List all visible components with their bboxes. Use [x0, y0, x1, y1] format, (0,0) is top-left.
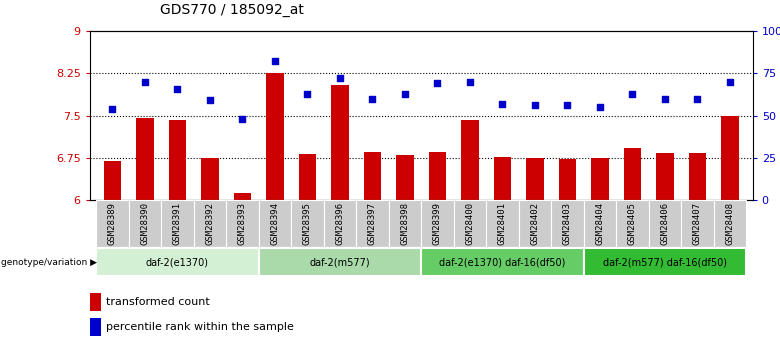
Bar	[583, 248, 746, 276]
Bar	[558, 159, 576, 200]
Point	[496, 101, 509, 107]
Text: GSM28390: GSM28390	[140, 203, 150, 245]
Bar	[331, 85, 349, 200]
Point	[431, 81, 444, 86]
Point	[334, 76, 346, 81]
Text: GDS770 / 185092_at: GDS770 / 185092_at	[160, 3, 303, 17]
Bar	[104, 161, 122, 200]
Point	[171, 86, 184, 91]
Bar	[428, 152, 446, 200]
Point	[301, 91, 314, 96]
Point	[529, 103, 541, 108]
Bar	[421, 248, 583, 276]
Text: GSM28404: GSM28404	[595, 203, 604, 245]
Text: daf-2(e1370): daf-2(e1370)	[146, 257, 209, 267]
Bar	[96, 200, 129, 247]
Bar	[583, 200, 616, 247]
Point	[106, 106, 119, 111]
Bar	[356, 200, 388, 247]
Bar	[363, 152, 381, 200]
Point	[691, 96, 704, 101]
Text: transformed count: transformed count	[106, 297, 210, 307]
Bar	[714, 200, 746, 247]
Text: GSM28400: GSM28400	[466, 203, 474, 245]
Text: GSM28403: GSM28403	[563, 203, 572, 245]
Bar	[201, 158, 219, 200]
Bar	[161, 200, 193, 247]
Bar	[681, 200, 714, 247]
Text: percentile rank within the sample: percentile rank within the sample	[106, 322, 294, 332]
Bar	[656, 153, 674, 200]
Bar	[168, 120, 186, 200]
Text: GSM28397: GSM28397	[368, 203, 377, 245]
Text: GSM28394: GSM28394	[271, 203, 279, 245]
Bar	[226, 200, 259, 247]
Text: GSM28401: GSM28401	[498, 203, 507, 245]
Bar	[623, 148, 641, 200]
Bar	[291, 200, 324, 247]
Point	[658, 96, 671, 101]
Bar	[494, 157, 512, 200]
Bar	[461, 120, 479, 200]
Point	[268, 59, 281, 64]
Bar	[259, 248, 421, 276]
Bar	[616, 200, 649, 247]
Bar	[454, 200, 486, 247]
Bar	[90, 318, 101, 336]
Text: GSM28402: GSM28402	[530, 203, 540, 245]
Bar	[591, 158, 609, 200]
Text: daf-2(m577) daf-16(df50): daf-2(m577) daf-16(df50)	[603, 257, 727, 267]
Bar	[299, 154, 317, 200]
Text: daf-2(e1370) daf-16(df50): daf-2(e1370) daf-16(df50)	[439, 257, 566, 267]
Bar	[421, 200, 454, 247]
Bar	[136, 118, 154, 200]
Bar	[193, 200, 226, 247]
Point	[399, 91, 411, 96]
Point	[204, 98, 216, 103]
Bar	[129, 200, 161, 247]
Text: GSM28406: GSM28406	[661, 203, 669, 245]
Point	[626, 91, 639, 96]
Text: GSM28393: GSM28393	[238, 203, 247, 245]
Text: daf-2(m577): daf-2(m577)	[310, 257, 370, 267]
Bar	[90, 293, 101, 310]
Bar	[689, 153, 707, 200]
Point	[562, 103, 574, 108]
Text: GSM28395: GSM28395	[303, 203, 312, 245]
Point	[367, 96, 379, 101]
Bar	[649, 200, 681, 247]
Bar	[721, 116, 739, 200]
Point	[236, 116, 249, 122]
Point	[724, 79, 736, 85]
Text: GSM28396: GSM28396	[335, 203, 345, 245]
Bar	[259, 200, 291, 247]
Bar	[96, 248, 259, 276]
Text: GSM28408: GSM28408	[725, 203, 735, 245]
Bar	[486, 200, 519, 247]
Bar	[388, 200, 421, 247]
Point	[594, 104, 606, 110]
Text: GSM28407: GSM28407	[693, 203, 702, 245]
Bar	[233, 193, 251, 200]
Point	[139, 79, 151, 85]
Text: GSM28389: GSM28389	[108, 203, 117, 245]
Bar	[551, 200, 583, 247]
Bar	[396, 155, 414, 200]
Bar	[266, 73, 284, 200]
Text: GSM28398: GSM28398	[400, 203, 410, 245]
Text: GSM28405: GSM28405	[628, 203, 637, 245]
Text: GSM28392: GSM28392	[205, 203, 215, 245]
Text: genotype/variation ▶: genotype/variation ▶	[1, 258, 97, 267]
Bar	[324, 200, 356, 247]
Text: GSM28391: GSM28391	[173, 203, 182, 245]
Point	[463, 79, 476, 85]
Bar	[526, 158, 544, 200]
Text: GSM28399: GSM28399	[433, 203, 442, 245]
Bar	[519, 200, 551, 247]
